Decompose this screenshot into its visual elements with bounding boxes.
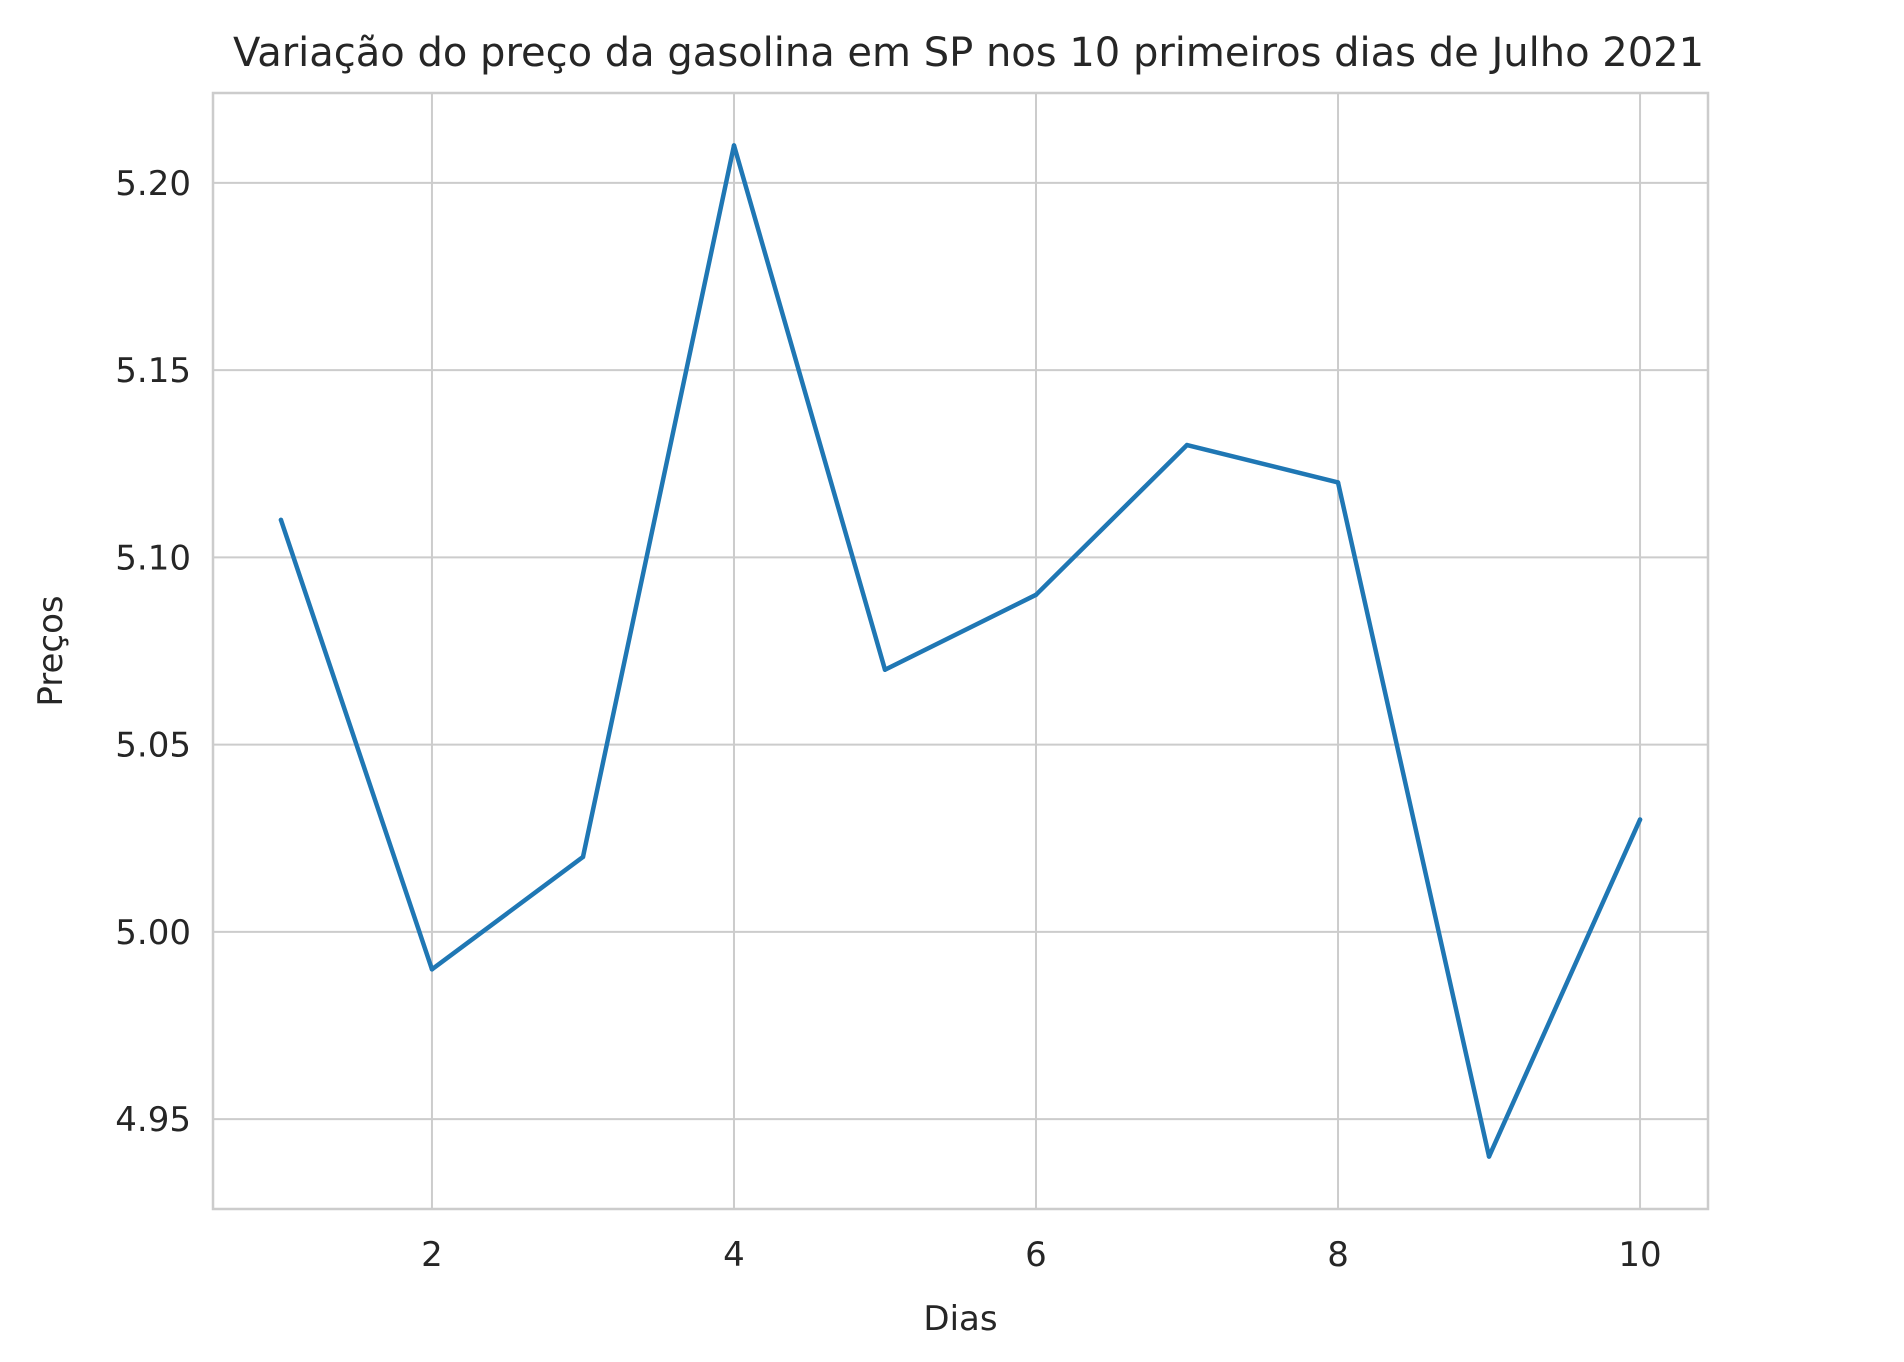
x-tick-label: 4 bbox=[723, 1235, 745, 1275]
data-point bbox=[1335, 480, 1341, 485]
x-axis-ticks: 2 4 6 8 10 bbox=[421, 1235, 1662, 1275]
y-tick-label: 5.10 bbox=[115, 538, 191, 578]
x-tick-label: 6 bbox=[1025, 1235, 1047, 1275]
x-tick-label: 8 bbox=[1327, 1235, 1349, 1275]
series-line bbox=[278, 143, 1643, 1159]
plot-area-frame bbox=[211, 91, 1710, 1211]
y-axis-ticks: 4.95 5.00 5.05 5.10 5.15 5.20 bbox=[115, 164, 191, 1140]
data-point bbox=[731, 143, 737, 148]
chart-title: Variação do preço da gasolina em SP nos … bbox=[233, 30, 1704, 76]
data-point bbox=[1637, 817, 1643, 822]
x-axis-label: Dias bbox=[923, 1299, 997, 1339]
x-tick-label: 10 bbox=[1618, 1235, 1661, 1275]
data-point bbox=[278, 517, 284, 523]
y-tick-label: 4.95 bbox=[115, 1100, 191, 1140]
data-point bbox=[882, 667, 888, 672]
y-tick-label: 5.20 bbox=[115, 164, 191, 204]
y-tick-label: 5.15 bbox=[115, 351, 191, 391]
data-point bbox=[429, 967, 435, 972]
grid bbox=[213, 93, 1708, 1209]
x-tick-label: 2 bbox=[421, 1235, 443, 1275]
data-point bbox=[1486, 1154, 1492, 1159]
y-tick-label: 5.05 bbox=[115, 726, 191, 766]
series-layer bbox=[278, 143, 1643, 1159]
data-point bbox=[1184, 442, 1190, 448]
y-tick-label: 5.00 bbox=[115, 913, 191, 953]
y-axis-label: Preços bbox=[31, 595, 71, 706]
data-point bbox=[1033, 592, 1039, 598]
data-point bbox=[580, 854, 586, 860]
